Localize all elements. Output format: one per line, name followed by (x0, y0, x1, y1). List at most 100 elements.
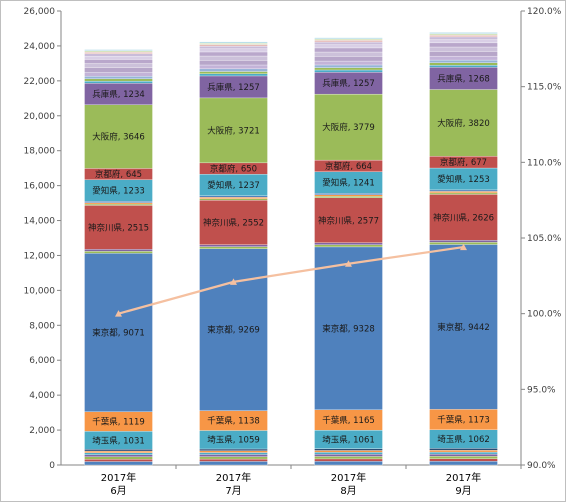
bar-segment (84, 51, 153, 54)
x-tick-label: 6月 (110, 485, 126, 497)
bar-segment (429, 192, 498, 195)
x-tick-label: 2017年 (101, 471, 136, 484)
x-tick-label: 2017年 (446, 471, 481, 484)
x-tick-label: 7月 (225, 485, 241, 497)
data-label: 埼玉県, 1031 (92, 435, 145, 446)
bar-segment (84, 201, 153, 203)
bar-segment (199, 44, 268, 47)
bar-segment (429, 191, 498, 194)
bar-segment (84, 202, 153, 205)
bar-segment (199, 458, 268, 462)
bar-segment (314, 452, 383, 455)
bar-segment (429, 461, 498, 466)
bar-segment (314, 38, 383, 41)
data-label: 京都府, 650 (210, 164, 257, 175)
y-left-tick-label: 8,000 (29, 321, 55, 331)
bar-segment (429, 458, 498, 462)
bar-segment (429, 240, 498, 243)
data-label: 京都府, 677 (440, 157, 487, 168)
bar-segment (429, 39, 498, 44)
bar-segment (199, 454, 268, 457)
data-label: 埼玉県, 1061 (322, 434, 375, 445)
bar-segment (84, 452, 153, 455)
data-label: 神奈川県, 2552 (203, 217, 264, 228)
y-left-tick-label: 12,000 (24, 251, 56, 261)
bar-segment (314, 51, 383, 57)
bar-segment (199, 199, 268, 245)
bar-segment (314, 450, 383, 453)
y-left-tick-label: 24,000 (24, 42, 56, 52)
bar-segment (199, 246, 268, 249)
y-left-tick-label: 22,000 (24, 77, 56, 87)
bar-segment (314, 193, 383, 195)
bar-segment (84, 63, 153, 69)
bar-segment (314, 64, 383, 68)
data-label: 兵庫県, 1268 (437, 73, 490, 84)
y-right-tick-label: 110.0% (527, 158, 562, 168)
bar-segment (199, 248, 268, 411)
line-series (118, 245, 464, 315)
bar-segment (84, 104, 153, 169)
y-left-tick-label: 18,000 (24, 147, 56, 157)
bar-segment (429, 194, 498, 241)
bar-segment (199, 73, 268, 77)
bar-segment (429, 36, 498, 40)
bar-segment (199, 448, 268, 451)
data-label: 神奈川県, 2577 (318, 215, 379, 226)
data-label: 兵庫県, 1234 (92, 89, 145, 100)
bar-segment (429, 46, 498, 52)
bar-segment (84, 72, 153, 77)
bar-segment (314, 37, 383, 40)
y-left-tick-label: 6,000 (29, 356, 55, 366)
data-label: 愛知県, 1237 (207, 180, 260, 191)
data-label: 愛知県, 1241 (322, 178, 375, 189)
data-label: 千葉県, 1119 (92, 417, 145, 428)
bar-segment (199, 64, 268, 70)
bar-segment (314, 60, 383, 66)
bar-segment (429, 89, 498, 157)
data-label: 埼玉県, 1062 (437, 434, 490, 445)
y-right-tick-label: 95.0% (527, 385, 556, 395)
data-label: 大阪府, 3779 (322, 122, 375, 133)
bar-segment (84, 50, 153, 53)
bar-segment (199, 456, 268, 460)
bar-segment (314, 93, 383, 161)
bar-segment (84, 249, 153, 252)
bar-segment (314, 56, 383, 62)
data-label: 東京都, 9071 (92, 328, 145, 339)
bar-segment (84, 454, 153, 457)
bar-segment (84, 456, 153, 460)
bar-segment (314, 197, 383, 243)
bar-segment (429, 65, 498, 68)
bar-segment (314, 41, 383, 45)
bar-segment (314, 40, 383, 43)
bar-segment (429, 51, 498, 57)
bar-segment (429, 59, 498, 63)
bar-segment (314, 456, 383, 460)
x-tick-label: 9月 (455, 485, 471, 497)
data-label: 千葉県, 1173 (437, 415, 490, 426)
bar-segment (84, 459, 153, 462)
line-point (230, 278, 237, 285)
bar-segment (84, 450, 153, 453)
data-label: 愛知県, 1233 (92, 185, 145, 196)
bar-segment (199, 197, 268, 199)
bar-segment (314, 67, 383, 71)
bar-segment (84, 53, 153, 57)
bar-segment (199, 68, 268, 72)
bar-segment (314, 194, 383, 197)
bar-segment (314, 242, 383, 245)
bar-segment (314, 244, 383, 248)
bar-segment (314, 454, 383, 457)
bar-segment (84, 56, 153, 60)
bar-segment (429, 244, 498, 410)
data-label: 千葉県, 1138 (207, 416, 260, 427)
data-label: 京都府, 664 (325, 161, 372, 172)
data-label: 大阪府, 3646 (92, 132, 145, 143)
bar-segment (199, 97, 268, 164)
bar-segment (314, 44, 383, 49)
bar-segment (199, 198, 268, 201)
line-point (115, 310, 122, 317)
bar-segment (429, 451, 498, 455)
